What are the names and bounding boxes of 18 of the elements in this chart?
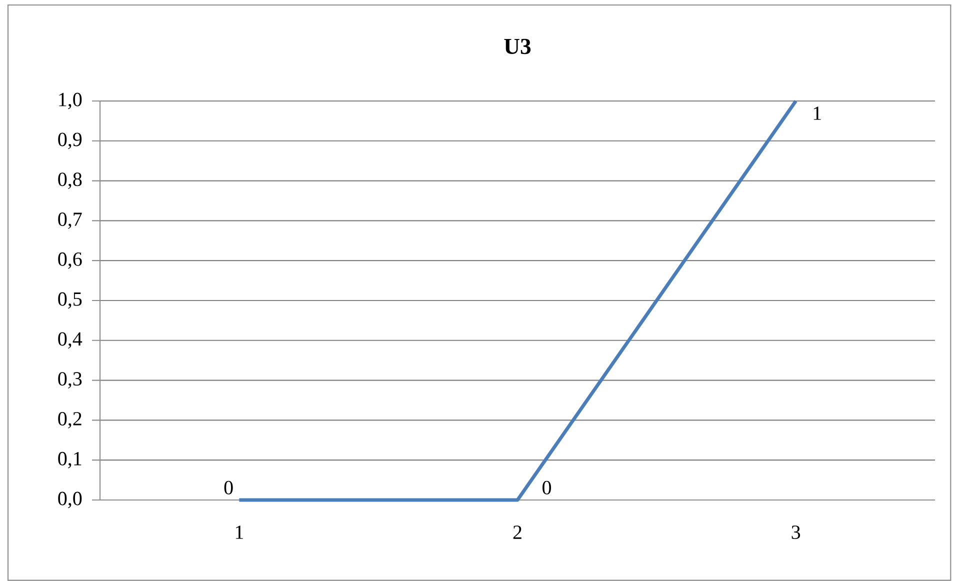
y-tick-label: 0,5 (58, 292, 82, 309)
y-tick-label: 0,6 (58, 252, 82, 269)
y-tick-label: 0,9 (58, 132, 82, 150)
x-tick-label: 3 (792, 526, 800, 540)
y-tick-label: 1,0 (59, 92, 82, 110)
y-tick-label: 0,8 (58, 172, 82, 189)
y-tick-label: 0,2 (58, 412, 82, 428)
data-label: 0 (542, 480, 552, 494)
x-tick-label: 2 (513, 526, 522, 539)
y-tick-label: 0,4 (58, 332, 82, 349)
y-tick-label: 0,0 (58, 492, 82, 508)
y-tick-label: 0,1 (58, 452, 82, 468)
data-label: 1 (814, 106, 821, 120)
data-label: 0 (224, 480, 233, 494)
x-tick-label: 1 (236, 526, 243, 539)
chart-title: U3 (504, 38, 531, 54)
y-tick-label: 0,3 (58, 372, 82, 388)
y-tick-label: 0,7 (58, 212, 82, 229)
